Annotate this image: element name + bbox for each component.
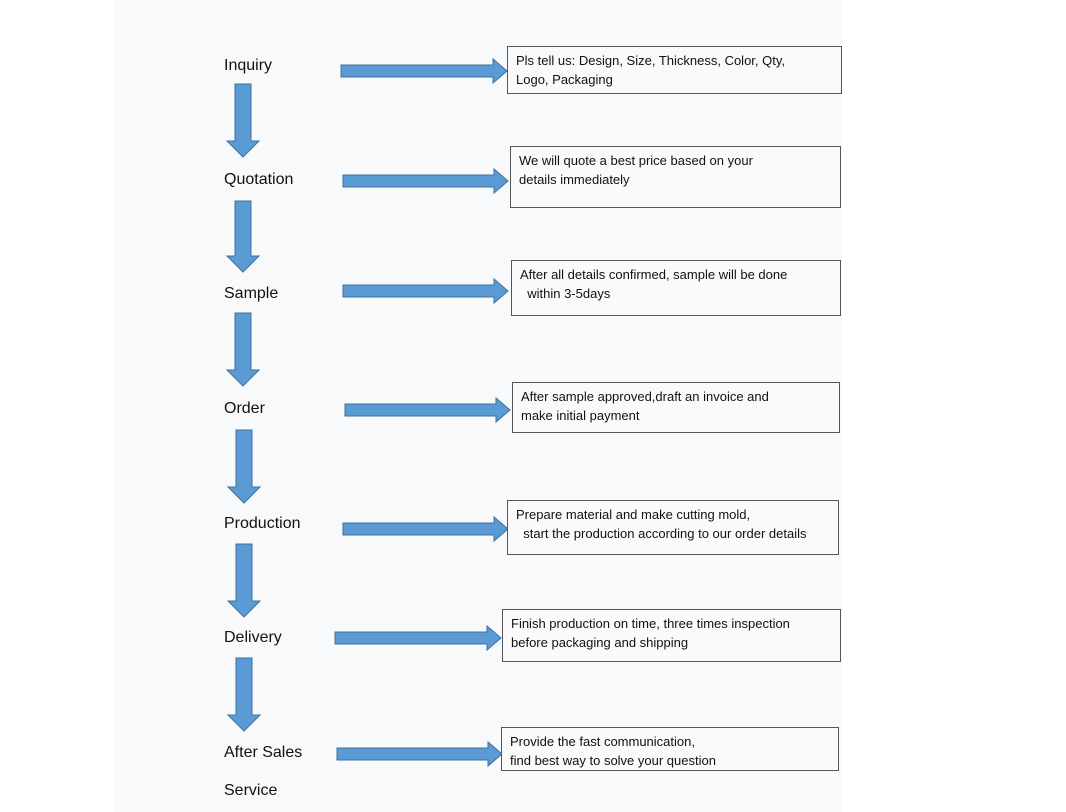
down-arrow-icon [226, 429, 262, 504]
detail-box-production: Prepare material and make cutting mold, … [507, 500, 839, 555]
down-arrow-icon [226, 543, 262, 618]
detail-box-quotation: We will quote a best price based on your… [510, 146, 841, 208]
step-quotation: Quotation [224, 171, 294, 188]
step-sample: Sample [224, 285, 279, 302]
step-order: Order [224, 400, 265, 417]
down-arrow-icon [225, 83, 261, 158]
right-arrow-icon [334, 624, 502, 652]
detail-box-order: After sample approved,draft an invoice a… [512, 382, 840, 433]
detail-box-after-sales: Provide the fast communication, find bes… [501, 727, 839, 771]
right-arrow-icon [342, 167, 509, 195]
right-arrow-icon [342, 515, 509, 543]
step-delivery: Delivery [224, 629, 282, 646]
down-arrow-icon [225, 312, 261, 387]
down-arrow-icon [226, 657, 262, 732]
detail-box-delivery: Finish production on time, three times i… [502, 609, 841, 662]
step-inquiry: Inquiry [224, 57, 273, 74]
right-arrow-icon [340, 57, 508, 85]
step-after-sales-service: After Sales Service [224, 744, 303, 799]
detail-box-inquiry: Pls tell us: Design, Size, Thickness, Co… [507, 46, 842, 94]
detail-box-sample: After all details confirmed, sample will… [511, 260, 841, 316]
right-arrow-icon [342, 277, 509, 305]
step-production: Production [224, 515, 301, 532]
down-arrow-icon [225, 200, 261, 273]
right-arrow-icon [344, 396, 511, 424]
right-arrow-icon [336, 740, 503, 768]
